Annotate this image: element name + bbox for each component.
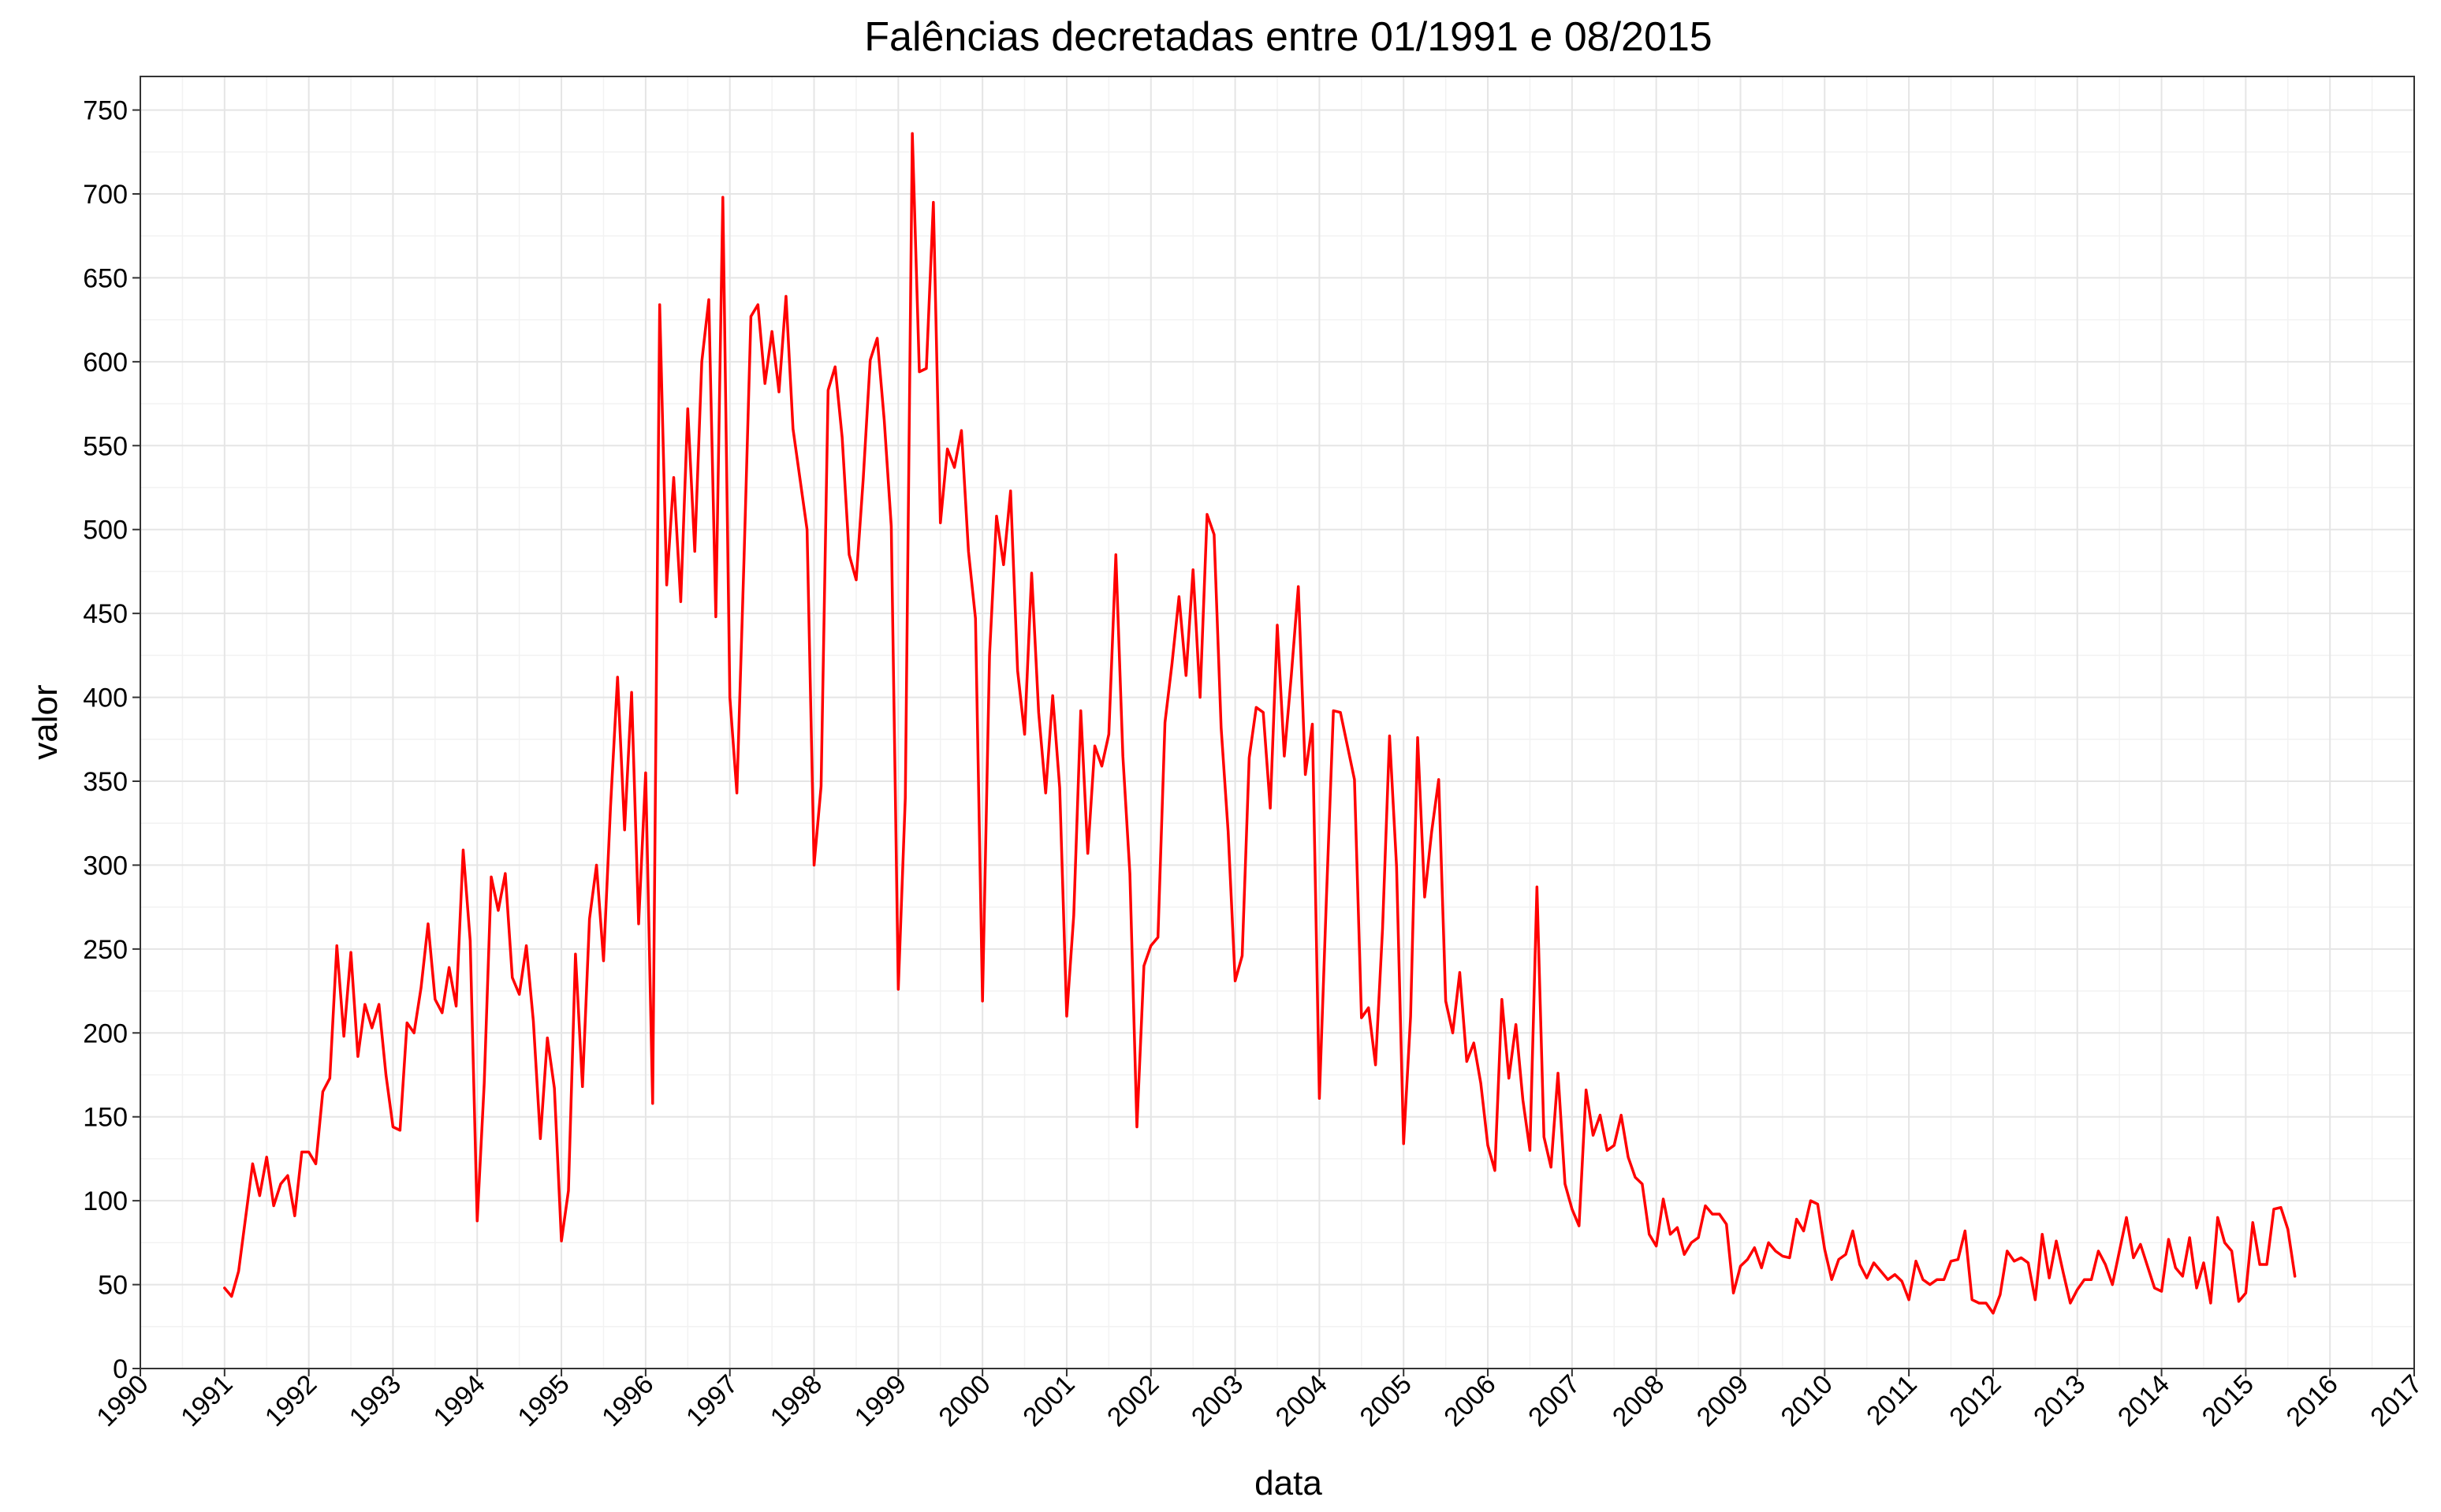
x-tick-label: 2013: [2028, 1369, 2091, 1432]
x-tick-label: 2006: [1438, 1369, 1501, 1432]
x-tick-label: 2002: [1101, 1369, 1165, 1432]
y-tick-label: 200: [83, 1019, 128, 1048]
series-line: [223, 132, 2297, 1315]
y-tick-label: 100: [83, 1186, 128, 1216]
x-tick-label: 1996: [596, 1369, 659, 1432]
chart-title: Falências decretadas entre 01/1991 e 08/…: [864, 14, 1712, 60]
x-tick-label: 2005: [1355, 1369, 1418, 1432]
y-tick-label: 150: [83, 1103, 128, 1133]
y-tick-label: 450: [83, 599, 128, 629]
y-tick-label: 300: [83, 851, 128, 881]
y-axis-title: valor: [26, 684, 65, 759]
y-tick-label: 550: [83, 431, 128, 461]
x-tick-label: 2007: [1522, 1369, 1586, 1432]
y-tick-label: 350: [83, 767, 128, 797]
x-tick-label: 2015: [2197, 1369, 2260, 1432]
x-tick-label: 1992: [259, 1369, 322, 1432]
y-tick-label: 700: [83, 180, 128, 210]
x-tick-label: 1997: [680, 1369, 743, 1432]
x-tick-label: 2012: [1943, 1369, 2007, 1432]
y-tick-label: 500: [83, 516, 128, 546]
x-tick-label: 1994: [428, 1369, 491, 1432]
y-tick-label: 400: [83, 683, 128, 713]
x-tick-label: 2017: [2365, 1369, 2428, 1432]
x-axis: 1990 1991 1992 1993 1994 1995 1996 1997 1998 1999…: [91, 1369, 2428, 1432]
y-tick-label: 250: [83, 935, 128, 965]
grid-layer: [140, 76, 2415, 1369]
x-tick-label: 2001: [1017, 1369, 1080, 1432]
x-tick-label: 1993: [344, 1369, 407, 1432]
y-tick-label: 750: [83, 96, 128, 126]
x-tick-label: 2011: [1861, 1369, 1923, 1432]
x-tick-label: 2010: [1776, 1369, 1839, 1432]
y-tick-label: 0: [113, 1354, 128, 1384]
x-tick-label: 1991: [175, 1369, 238, 1432]
x-tick-label: 2009: [1691, 1369, 1754, 1432]
x-tick-label: 1999: [849, 1369, 912, 1432]
x-tick-label: 2004: [1270, 1369, 1333, 1432]
y-tick-label: 50: [98, 1271, 128, 1301]
series-layer: [223, 132, 2297, 1315]
x-tick-label: 1995: [512, 1369, 575, 1432]
y-tick-label: 600: [83, 348, 128, 378]
y-axis: 0 50 100 150 200 250 300 350 400 450 500 550 600 650 7…: [83, 96, 140, 1384]
x-tick-label: 1998: [765, 1369, 828, 1432]
x-tick-label: 2014: [2112, 1369, 2175, 1432]
x-tick-label: 2008: [1607, 1369, 1670, 1432]
y-tick-label: 650: [83, 263, 128, 293]
x-tick-label: 2003: [1186, 1369, 1249, 1432]
x-axis-title: data: [1254, 1464, 1322, 1503]
x-tick-label: 2016: [2280, 1369, 2343, 1432]
x-tick-label: 2000: [933, 1369, 996, 1432]
plot-border: [140, 76, 2415, 1369]
